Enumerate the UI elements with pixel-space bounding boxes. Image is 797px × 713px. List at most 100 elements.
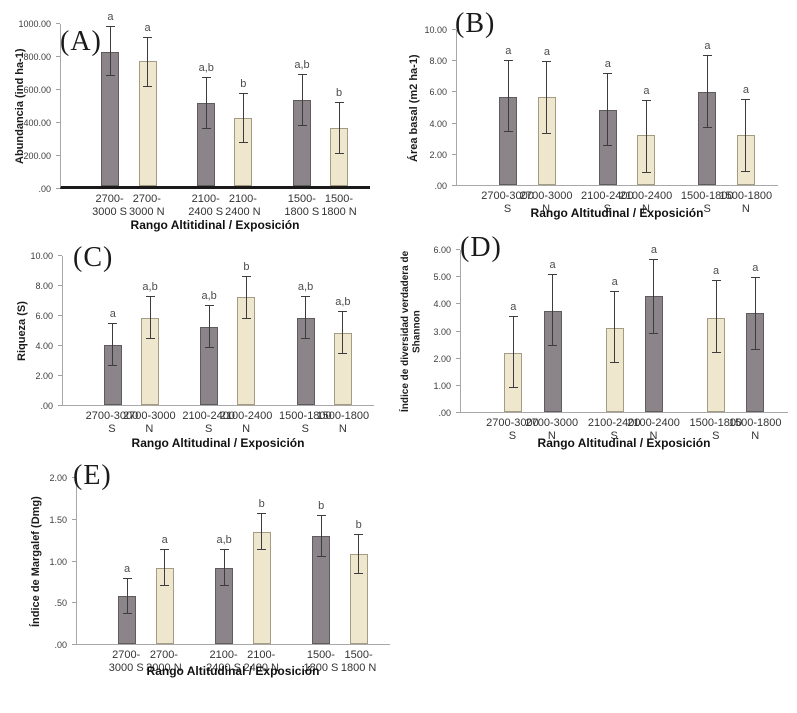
panel-b-plot-wrap: 10.00 8.00 6.00 4.00 2.00 .00 a a a a a a 2700-300… bbox=[424, 25, 778, 215]
error-bar bbox=[548, 274, 558, 346]
panel-d-plot-wrap: 6.00 5.00 4.00 3.00 2.00 1.00 .00 a a a a a a 2700-… bbox=[433, 244, 788, 442]
error-bar-cap bbox=[145, 338, 155, 340]
y-tick-mark bbox=[456, 357, 460, 359]
error-bar-cap bbox=[201, 127, 211, 129]
significance-letter: a,b bbox=[198, 62, 214, 75]
error-bar-cap bbox=[108, 323, 118, 325]
error-bar-cap bbox=[301, 296, 311, 298]
error-bar bbox=[503, 60, 513, 133]
error-bar-cap bbox=[241, 276, 251, 278]
x-tick-label: 1500- 1800 N bbox=[321, 193, 357, 218]
bar-group: a bbox=[644, 244, 663, 412]
x-tick-label: 2700-3000 S bbox=[85, 410, 139, 435]
error-bar-cap bbox=[105, 74, 115, 76]
x-tick-label: 1500- 1800 S bbox=[303, 649, 339, 674]
error-bar bbox=[702, 54, 712, 129]
error-bar bbox=[542, 61, 552, 134]
panel-d-letter: (D) bbox=[460, 232, 502, 263]
error-bar-cap bbox=[542, 132, 552, 134]
y-tick-mark bbox=[58, 405, 62, 406]
plot-area: a a,b a,b b a,b a,b bbox=[62, 256, 374, 406]
panel-a-y-axis-title: Abundancia (ind ha-1) bbox=[14, 48, 26, 165]
panel-a-letter: (A) bbox=[60, 26, 102, 57]
significance-letter: b bbox=[258, 497, 265, 510]
significance-letter: a,b bbox=[142, 281, 158, 294]
y-tick-mark bbox=[452, 153, 456, 155]
y-tick-label: 10.00 bbox=[30, 251, 53, 261]
bar-group: a bbox=[155, 478, 174, 644]
error-bar-cap bbox=[219, 584, 229, 586]
error-bar-cap bbox=[750, 277, 760, 279]
error-bar bbox=[338, 311, 348, 355]
y-tick-label: 2.00 bbox=[35, 371, 53, 381]
error-bar-cap bbox=[548, 274, 558, 276]
significance-letter: a,b bbox=[216, 533, 232, 546]
error-bar bbox=[145, 296, 155, 340]
error-bar-cap bbox=[105, 25, 115, 27]
x-tick-label: 2100- 2400 S bbox=[206, 649, 242, 674]
y-tick-mark bbox=[56, 23, 60, 24]
error-bar bbox=[105, 25, 115, 76]
error-bar-cap bbox=[603, 73, 613, 75]
panel-b-letter: (B) bbox=[455, 8, 496, 39]
y-axis-ticks: 6.00 5.00 4.00 3.00 2.00 1.00 .00 bbox=[414, 245, 460, 418]
error-bar bbox=[122, 577, 132, 615]
y-tick-mark bbox=[56, 56, 60, 57]
significance-letter: a bbox=[549, 259, 556, 272]
bar-group: b bbox=[330, 24, 349, 186]
panel-e-x-axis-title: Rango Altitudinal / Exposición bbox=[146, 664, 320, 678]
error-bar bbox=[238, 92, 248, 144]
significance-letter: a bbox=[109, 308, 116, 321]
y-tick-label: 1000.00 bbox=[18, 19, 51, 29]
bar-group: a bbox=[101, 11, 120, 186]
panel-b: (B) Área basal (m2 ha-1) 10.00 8.00 6.00 4.… bbox=[398, 6, 796, 242]
plot-area: a a a,b b b b bbox=[76, 478, 390, 645]
x-tick-label: 1500- 1800 S bbox=[284, 193, 320, 218]
significance-letter: a bbox=[650, 244, 657, 257]
error-bar bbox=[219, 548, 229, 586]
y-tick-mark bbox=[56, 155, 60, 156]
y-tick-mark bbox=[72, 560, 76, 562]
y-tick-label: 5.00 bbox=[433, 272, 451, 283]
significance-letter: b bbox=[240, 77, 247, 90]
x-tick-label: 2100-2400 N bbox=[619, 190, 673, 215]
error-bar-cap bbox=[508, 386, 518, 388]
error-bar-cap bbox=[508, 316, 518, 318]
error-bar bbox=[108, 323, 118, 367]
bar-group: a bbox=[746, 250, 765, 412]
y-tick-mark bbox=[452, 185, 456, 186]
error-bar-cap bbox=[238, 142, 248, 144]
y-tick-label: 10.00 bbox=[424, 25, 447, 35]
y-tick-label: .00 bbox=[40, 401, 53, 411]
error-bar-cap bbox=[238, 92, 248, 94]
y-axis-ticks: 10.00 8.00 6.00 4.00 2.00 .00 bbox=[410, 25, 456, 191]
error-bar-cap bbox=[143, 36, 153, 38]
bar-group: a bbox=[118, 478, 137, 644]
x-axis-labels: 2700-3000 S 2700-3000 N 2100-2400 S 2100-24… bbox=[456, 186, 778, 218]
bar-group: a,b bbox=[215, 478, 234, 644]
x-axis-labels: 2700-3000 S 2700-3000 N 2100-2400 S 2100-24… bbox=[62, 406, 374, 438]
significance-letter: a,b bbox=[201, 290, 217, 303]
x-tick-label: 2100- 2400 N bbox=[225, 193, 261, 218]
panel-b-y-axis-title: Área basal (m2 ha-1) bbox=[408, 54, 420, 162]
panel-a-x-axis-title: Rango Altitidinal / Exposición bbox=[130, 218, 300, 232]
panel-e: (E) Índice de Margalef (Dmg) 2.00 1.50 1.0… bbox=[22, 458, 402, 693]
significance-letter: a bbox=[742, 83, 749, 96]
y-tick-label: 1.00 bbox=[433, 380, 451, 391]
y-axis-ticks: 1000.00 800.00 600.00 400.00 200.00 .00 bbox=[14, 19, 60, 194]
y-tick-label: 3.00 bbox=[433, 326, 451, 337]
y-tick-mark bbox=[72, 518, 76, 520]
panel-b-x-axis-title: Rango Altitudinal / Exposición bbox=[530, 206, 704, 220]
y-tick-label: 1.00 bbox=[49, 556, 67, 567]
y-tick-label: 200.00 bbox=[23, 151, 51, 161]
error-bar-cap bbox=[257, 549, 267, 551]
y-tick-mark bbox=[56, 188, 60, 189]
y-tick-mark bbox=[456, 276, 460, 278]
error-bar bbox=[257, 512, 267, 551]
error-bar bbox=[201, 77, 211, 129]
bar-group: a bbox=[598, 30, 617, 185]
x-tick-label: 2100-2400 S bbox=[581, 190, 634, 215]
bar-group: a bbox=[605, 250, 624, 412]
x-tick-label: 2700- 3000 S bbox=[92, 193, 128, 218]
x-tick-label: 2700- 3000 S bbox=[108, 649, 144, 674]
